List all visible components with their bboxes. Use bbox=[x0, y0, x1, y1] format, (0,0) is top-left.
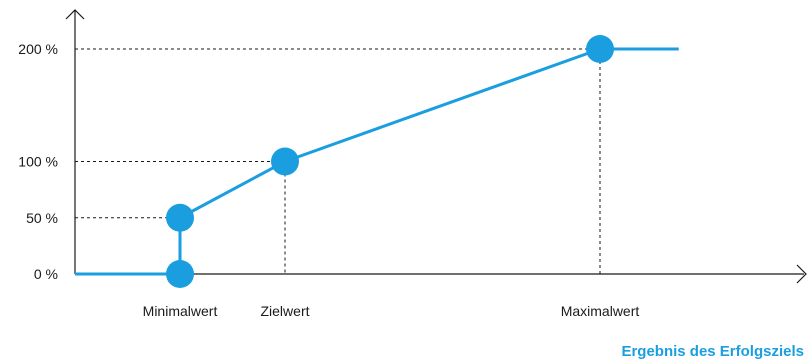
x-tick-label-1: Zielwert bbox=[260, 303, 309, 319]
y-tick-label-2: 100 % bbox=[18, 154, 58, 170]
x-tick-label-2: Maximalwert bbox=[561, 303, 640, 319]
y-tick-label-1: 50 % bbox=[26, 210, 58, 226]
data-point-1 bbox=[166, 203, 194, 232]
y-tick-labels: 0 % 50 % 100 % 200 % bbox=[18, 41, 58, 282]
markers-layer bbox=[166, 35, 614, 288]
data-point-3 bbox=[586, 35, 614, 63]
data-point-2 bbox=[271, 147, 299, 176]
axes bbox=[65, 9, 807, 284]
guide-lines bbox=[75, 48, 601, 274]
data-point-0 bbox=[166, 260, 194, 288]
x-tick-label-0: Minimalwert bbox=[143, 303, 218, 319]
y-tick-label-0: 0 % bbox=[34, 266, 58, 282]
x-tick-labels: Minimalwert Zielwert Maximalwert bbox=[143, 303, 640, 319]
x-axis-arrow bbox=[796, 264, 807, 284]
x-axis-label: Ergebnis des Erfolgsziels bbox=[621, 343, 804, 360]
y-tick-label-3: 200 % bbox=[18, 41, 58, 57]
y-axis-arrow bbox=[65, 9, 85, 20]
